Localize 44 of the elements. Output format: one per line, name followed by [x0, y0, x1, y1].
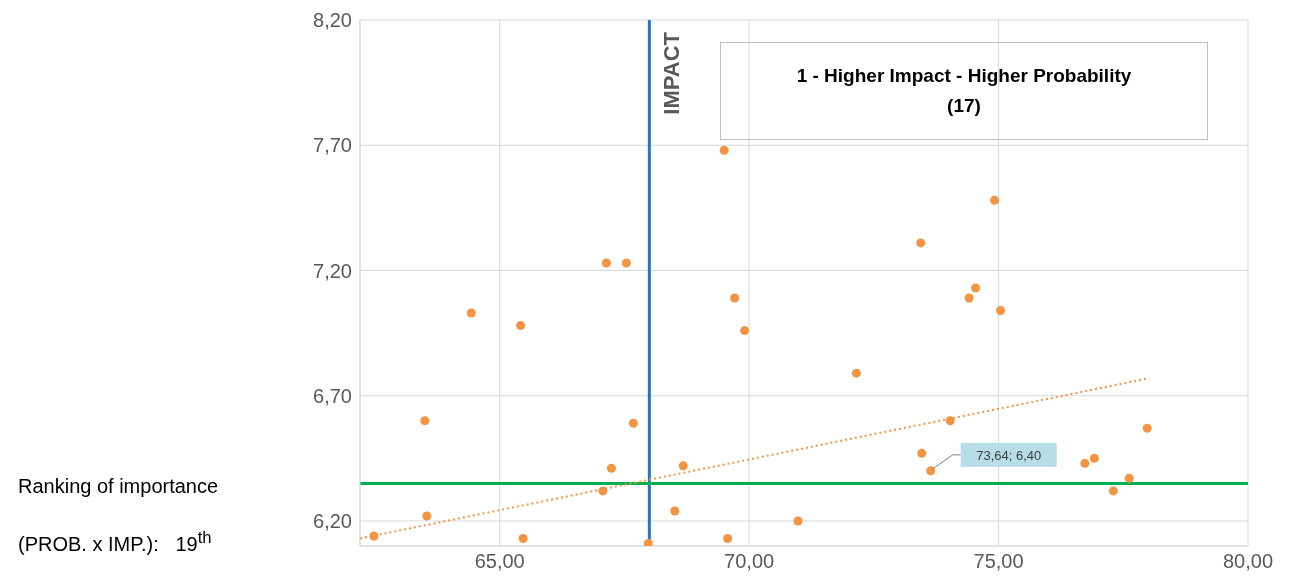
point — [964, 293, 974, 303]
point — [621, 258, 631, 268]
point — [1108, 486, 1118, 496]
x-tick-label: 65,00 — [474, 550, 525, 573]
point — [606, 463, 616, 473]
point — [516, 321, 526, 331]
point — [793, 516, 803, 526]
point — [628, 418, 638, 428]
y-tick-label: 7,70 — [313, 134, 352, 157]
text: Ranking of importance (PROB. x IMP.): 19$^{th}$ — [18, 475, 219, 555]
point — [1080, 458, 1090, 468]
point — [971, 283, 981, 293]
point — [990, 195, 1000, 205]
point — [851, 368, 861, 378]
point — [643, 538, 653, 546]
point — [518, 533, 528, 543]
point — [670, 506, 680, 516]
point — [730, 293, 740, 303]
point — [996, 306, 1006, 316]
ref-line-label: IMPACT — [659, 31, 685, 115]
point — [1124, 473, 1134, 483]
point — [678, 461, 688, 471]
point — [740, 326, 750, 336]
point — [422, 511, 432, 521]
point — [601, 258, 611, 268]
point — [945, 416, 955, 426]
point — [917, 448, 927, 458]
y-tick-label: 6,20 — [313, 510, 352, 533]
x-tick-label: 75,00 — [973, 550, 1024, 573]
y-tick-label: 6,70 — [313, 384, 352, 407]
point — [466, 308, 476, 318]
point — [1089, 453, 1099, 463]
annotation: 73,64; 6,40 — [976, 447, 1042, 463]
y-tick-label: 7,20 — [313, 259, 352, 282]
point — [926, 466, 936, 476]
text-frame: 1 - Higher Impact - Higher Probability (17) — [720, 42, 1208, 140]
x-tick-label: 80,00 — [1222, 550, 1274, 573]
point — [420, 416, 430, 426]
y-tick-label: 8,20 — [313, 9, 352, 32]
x-tick-label: 70,00 — [724, 550, 775, 573]
point — [723, 533, 733, 543]
point — [719, 145, 729, 155]
point — [916, 238, 926, 248]
point — [1142, 423, 1152, 433]
